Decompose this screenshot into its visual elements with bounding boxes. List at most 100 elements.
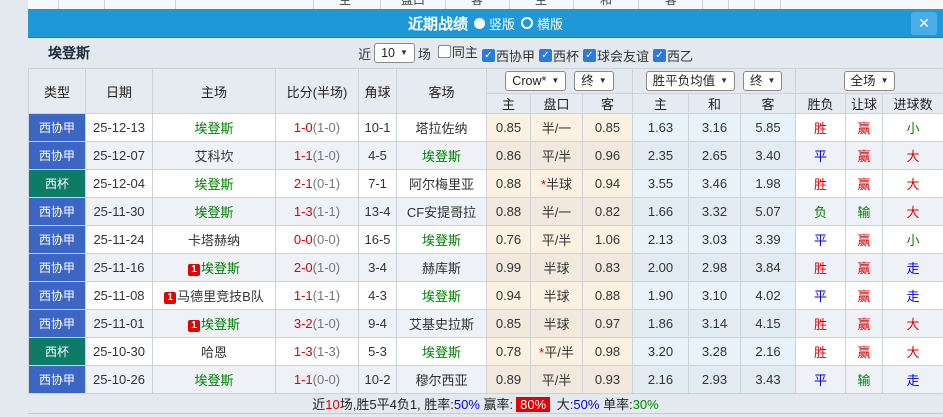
corner-cell: 7-1 — [358, 169, 397, 198]
team-label: 埃登斯 — [421, 289, 461, 304]
background-grid-line — [509, 0, 510, 9]
home-team-cell[interactable]: 埃登斯 — [152, 197, 276, 226]
away-team-cell[interactable]: 埃登斯 — [396, 281, 487, 310]
mean-away-cell: 4.15 — [739, 309, 797, 338]
handicap-cell: *半球 — [530, 169, 583, 198]
score-cell[interactable]: 1-1(0-0) — [275, 365, 359, 394]
goals-cell: 大 — [882, 197, 943, 226]
mean-draw-cell: 2.98 — [688, 253, 741, 282]
score-cell[interactable]: 1-1(1-0) — [275, 141, 359, 170]
away-team-cell[interactable]: 埃登斯 — [396, 225, 487, 254]
away-team-cell[interactable]: 穆尔西亚 — [396, 365, 487, 394]
corner-cell: 10-2 — [358, 365, 397, 394]
close-button[interactable]: ✕ — [911, 12, 937, 35]
home-team-cell[interactable]: 埃登斯 — [152, 113, 276, 142]
score-cell[interactable]: 2-1(0-1) — [275, 169, 359, 198]
corner-cell: 10-1 — [358, 113, 397, 142]
date-cell: 25-12-07 — [85, 141, 153, 170]
team-label: 卡塔赫纳 — [187, 233, 240, 248]
corner-cell: 4-3 — [358, 281, 397, 310]
mean-draw-cell: 3.32 — [688, 197, 741, 226]
summary-segment: 近 — [312, 397, 326, 412]
home-team-cell[interactable]: 1 埃登斯 — [152, 309, 276, 338]
background-grid-line — [780, 0, 781, 9]
league-filter-checkboxes: 同主 ✓ 西协甲 ✓ 西杯 ✓ 球会友谊 ✓ 西乙 — [434, 42, 693, 65]
filter-checkbox-球会友谊[interactable]: ✓ 球会友谊 — [582, 46, 649, 65]
filters: 近 10 ▼ 场 同主 ✓ 西协甲 ✓ 西杯 ✓ 球会友谊 ✓ 西乙 — [358, 42, 693, 65]
away-team-cell[interactable]: 塔拉佐纳 — [396, 113, 487, 142]
summary-segment: 单率: — [599, 397, 633, 412]
filter-checkbox-同主[interactable]: 同主 — [437, 42, 478, 61]
halftime-score: (1-0) — [312, 148, 341, 163]
score-cell[interactable]: 2-0(1-0) — [275, 253, 359, 282]
summary-text: 近10场,胜5平4负1, 胜率:50% 赢率: 80% 大:50% 单率:30% — [312, 394, 659, 413]
home-team-cell[interactable]: 艾科坎 — [152, 141, 276, 170]
select-Crow*[interactable]: Crow* ▼ — [505, 71, 567, 91]
goals-cell: 走 — [882, 365, 943, 394]
odds-away-cell: 0.88 — [582, 281, 633, 310]
checkbox-checked-icon: ✓ — [481, 48, 495, 62]
mean-home-cell: 3.20 — [632, 337, 689, 366]
mean-home-cell: 3.55 — [632, 169, 689, 198]
background-col-label: 盘口 — [400, 0, 426, 7]
away-team-cell[interactable]: 阿尔梅里亚 — [396, 169, 487, 198]
score-cell[interactable]: 1-3(1-3) — [275, 337, 359, 366]
col-mean-home: 主 — [632, 93, 689, 114]
games-count-select[interactable]: 10 ▼ — [374, 43, 415, 63]
home-team-cell[interactable]: 埃登斯 — [152, 365, 276, 394]
result-cell: 负 — [795, 197, 847, 226]
checkbox-unchecked-icon — [437, 44, 451, 58]
score-cell[interactable]: 1-1(1-1) — [275, 281, 359, 310]
match-row: 西协甲 25-11-24 卡塔赫纳 0-0(0-0) 16-5 埃登斯 0.76 平/半 1.0… — [28, 225, 943, 254]
mean-away-cell: 3.40 — [739, 141, 797, 170]
result-cell: 胜 — [795, 113, 847, 142]
league-cell: 西协甲 — [28, 141, 86, 170]
corner-cell: 5-3 — [358, 337, 397, 366]
away-team-cell[interactable]: 艾基史拉斯 — [396, 309, 487, 338]
away-team-cell[interactable]: CF安提哥拉 — [396, 197, 487, 226]
home-team-cell[interactable]: 卡塔赫纳 — [152, 225, 276, 254]
select-value: 胜平负均值 — [652, 74, 716, 88]
away-team-cell[interactable]: 埃登斯 — [396, 337, 487, 366]
goals-cell: 大 — [882, 141, 943, 170]
date-cell: 25-11-24 — [85, 225, 153, 254]
home-team-cell[interactable]: 埃登斯 — [152, 169, 276, 198]
select-全场[interactable]: 全场 ▼ — [843, 71, 896, 91]
summary-segment: 赢率: — [479, 397, 514, 412]
select-终[interactable]: 终 ▼ — [743, 71, 783, 91]
summary-bar: 近10场,胜5平4负1, 胜率:50% 赢率: 80% 大:50% 单率:30% — [28, 394, 943, 413]
header-group-row: 类型 日期 主场 比分(半场) 角球 客场 Crow* ▼ 终 ▼ 胜平负均值 ▼ 终 ▼ … — [28, 68, 943, 114]
summary-segment: 50% — [453, 397, 480, 412]
mean-draw-cell: 3.16 — [688, 113, 741, 142]
radio-horizontal-icon[interactable] — [521, 17, 533, 29]
filter-checkbox-西乙[interactable]: ✓ 西乙 — [652, 46, 693, 65]
team-label: 塔拉佐纳 — [415, 121, 468, 136]
score-cell[interactable]: 1-0(1-0) — [275, 113, 359, 142]
select-胜平负均值[interactable]: 胜平负均值 ▼ — [645, 71, 735, 91]
away-team-cell[interactable]: 赫库斯 — [396, 253, 487, 282]
score-cell[interactable]: 1-3(1-1) — [275, 197, 359, 226]
results-panel: 主盘口客主和客 近期战绩 竖版 横版 ✕ 埃登斯 近 10 ▼ 场 同主 ✓ 西协甲… — [28, 0, 943, 417]
odds-home-cell: 0.85 — [486, 113, 531, 142]
filter-checkbox-西协甲[interactable]: ✓ 西协甲 — [481, 46, 535, 65]
select-终[interactable]: 终 ▼ — [574, 71, 614, 91]
halftime-score: (1-1) — [312, 288, 341, 303]
odds-away-cell: 1.06 — [582, 225, 633, 254]
home-team-cell[interactable]: 哈恩 — [152, 337, 276, 366]
score-cell[interactable]: 0-0(0-0) — [275, 225, 359, 254]
team-label: 艾科坎 — [194, 149, 234, 164]
halftime-score: (1-3) — [312, 344, 341, 359]
games-count-value: 10 — [381, 46, 395, 60]
home-team-cell[interactable]: 1 埃登斯 — [152, 253, 276, 282]
mean-away-cell: 3.39 — [739, 225, 797, 254]
background-grid-line — [313, 0, 314, 9]
filter-checkbox-西杯[interactable]: ✓ 西杯 — [538, 46, 579, 65]
radio-horizontal-label[interactable]: 横版 — [537, 16, 564, 32]
radio-vertical-selected-icon[interactable] — [473, 17, 485, 29]
mean-draw-cell: 3.03 — [688, 225, 741, 254]
radio-vertical-label[interactable]: 竖版 — [488, 16, 515, 32]
score-cell[interactable]: 3-2(1-0) — [275, 309, 359, 338]
fulltime-score: 1-1 — [293, 372, 313, 387]
home-team-cell[interactable]: 1 马德里竞技B队 — [152, 281, 276, 310]
away-team-cell[interactable]: 埃登斯 — [396, 141, 487, 170]
